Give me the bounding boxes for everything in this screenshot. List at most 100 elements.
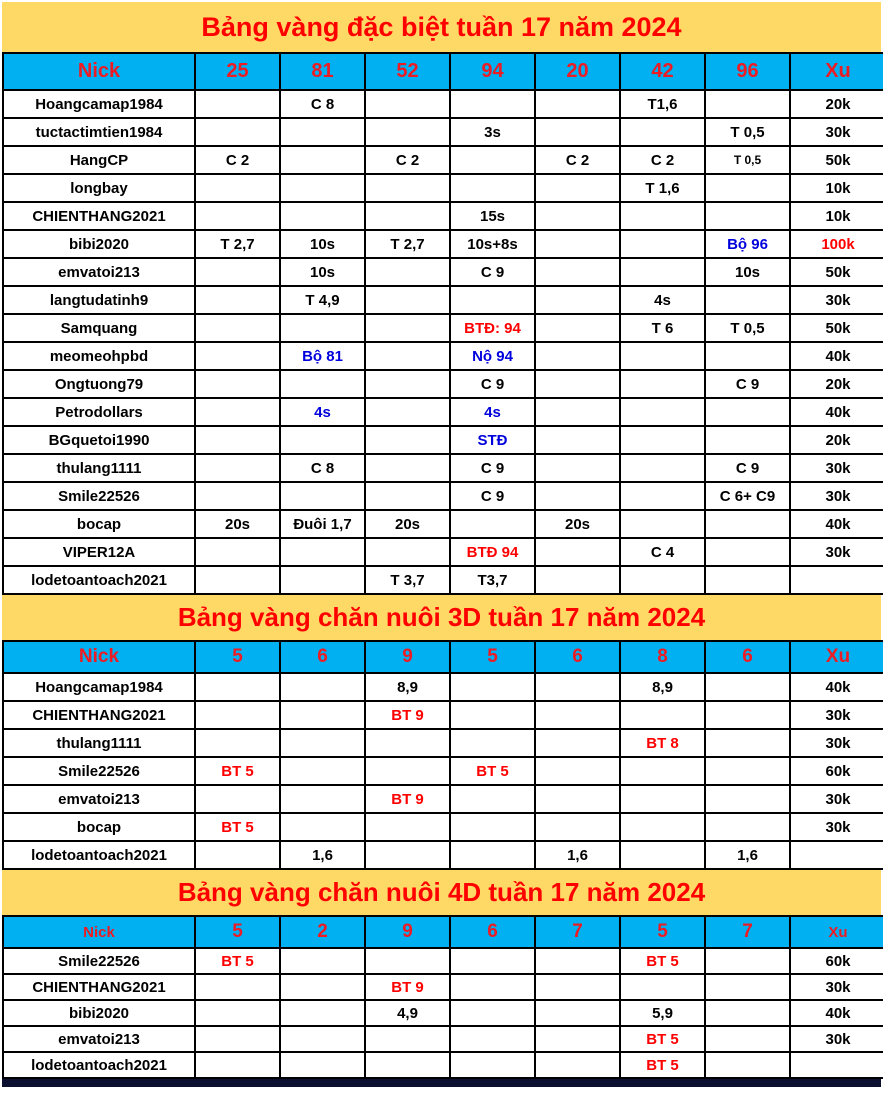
prediction-cell: C 9 (449, 257, 536, 287)
table-row: meomeohpbd Bộ 81 Nộ 94 40k (2, 341, 883, 371)
nick-cell: CHIENTHANG2021 (2, 973, 196, 1001)
prediction-cell (534, 425, 621, 455)
xu-cell (789, 1051, 883, 1079)
prediction-cell (449, 173, 536, 203)
prediction-cell (364, 812, 451, 842)
prediction-cell: C 9 (704, 453, 791, 483)
nick-cell: Smile22526 (2, 481, 196, 511)
prediction-cell: 10s (279, 229, 366, 259)
nick-cell: Smile22526 (2, 947, 196, 975)
prediction-cell (619, 201, 706, 231)
prediction-cell: C 2 (194, 145, 281, 175)
nick-cell: bocap (2, 812, 196, 842)
prediction-cell (704, 672, 791, 702)
prediction-cell: BT 5 (619, 1051, 706, 1079)
prediction-cell (364, 1051, 451, 1079)
prediction-cell (619, 341, 706, 371)
prediction-cell (534, 999, 621, 1027)
prediction-cell (534, 947, 621, 975)
xu-column-header: Xu (789, 640, 883, 674)
prediction-cell (364, 313, 451, 343)
prediction-cell (194, 672, 281, 702)
prediction-cell: T 2,7 (194, 229, 281, 259)
prediction-cell (194, 973, 281, 1001)
prediction-cell: C 6+ C9 (704, 481, 791, 511)
nick-column-header: Nick (2, 52, 196, 91)
prediction-cell: T 6 (619, 313, 706, 343)
prediction-cell (534, 89, 621, 119)
prediction-cell (279, 481, 366, 511)
nick-cell: Samquang (2, 313, 196, 343)
prediction-cell (449, 145, 536, 175)
prediction-cell (619, 481, 706, 511)
prediction-cell: C 8 (279, 89, 366, 119)
prediction-cell (619, 973, 706, 1001)
prediction-cell: 8,9 (364, 672, 451, 702)
prediction-cell (704, 947, 791, 975)
prediction-cell (364, 257, 451, 287)
prediction-cell: C 2 (364, 145, 451, 175)
prediction-cell (194, 397, 281, 427)
xu-cell: 30k (789, 453, 883, 483)
prediction-cell (704, 1025, 791, 1053)
prediction-cell (534, 537, 621, 567)
prediction-cell (534, 453, 621, 483)
prediction-cell (704, 285, 791, 315)
prediction-cell (449, 840, 536, 870)
golden-boards: Bảng vàng đặc biệt tuần 17 năm 2024 Nick 2… (2, 2, 883, 1087)
nick-column-header: Nick (2, 915, 196, 949)
xu-cell: 30k (789, 285, 883, 315)
prediction-cell: 4s (449, 397, 536, 427)
prediction-cell (534, 672, 621, 702)
prediction-cell (704, 565, 791, 595)
prediction-cell (534, 756, 621, 786)
prediction-cell: Đuôi 1,7 (279, 509, 366, 539)
prediction-cell: BT 5 (449, 756, 536, 786)
prediction-cell (194, 117, 281, 147)
prediction-cell: C 4 (619, 537, 706, 567)
prediction-cell (449, 672, 536, 702)
nick-cell: lodetoantoach2021 (2, 1051, 196, 1079)
prediction-cell: Bộ 81 (279, 341, 366, 371)
nick-cell: longbay (2, 173, 196, 203)
prediction-cell (364, 481, 451, 511)
prediction-cell (534, 285, 621, 315)
prediction-cell (279, 728, 366, 758)
prediction-cell (704, 756, 791, 786)
prediction-cell: C 9 (704, 369, 791, 399)
prediction-cell (704, 341, 791, 371)
prediction-cell (364, 1025, 451, 1053)
prediction-cell (449, 728, 536, 758)
prediction-cell (364, 397, 451, 427)
xu-cell: 40k (789, 397, 883, 427)
number-column-header: 20 (534, 52, 621, 91)
prediction-cell (449, 973, 536, 1001)
prediction-cell (449, 812, 536, 842)
nick-cell: meomeohpbd (2, 341, 196, 371)
nick-cell: VIPER12A (2, 537, 196, 567)
nick-cell: CHIENTHANG2021 (2, 700, 196, 730)
xu-cell: 100k (789, 229, 883, 259)
prediction-cell (534, 173, 621, 203)
prediction-cell (194, 728, 281, 758)
prediction-cell (534, 481, 621, 511)
prediction-cell: T3,7 (449, 565, 536, 595)
header-row: Nick 25 81 52 94 20 42 96 Xu (2, 52, 883, 91)
prediction-cell (194, 453, 281, 483)
prediction-cell (194, 313, 281, 343)
prediction-cell: C 9 (449, 453, 536, 483)
prediction-cell (619, 369, 706, 399)
prediction-cell: 20s (194, 509, 281, 539)
number-column-header: 8 (619, 640, 706, 674)
prediction-cell: BT 9 (364, 784, 451, 814)
number-column-header: 5 (194, 915, 281, 949)
prediction-cell (194, 257, 281, 287)
nick-cell: Petrodollars (2, 397, 196, 427)
table-row: bibi2020 4,9 5,9 40k (2, 999, 883, 1027)
table-row: lodetoantoach2021 BT 5 (2, 1051, 883, 1079)
prediction-cell: C 2 (534, 145, 621, 175)
prediction-cell (279, 784, 366, 814)
board-table: Nick 25 81 52 94 20 42 96 Xu Hoangcamap1984 C 8 T1,… (2, 52, 883, 595)
prediction-cell (364, 537, 451, 567)
